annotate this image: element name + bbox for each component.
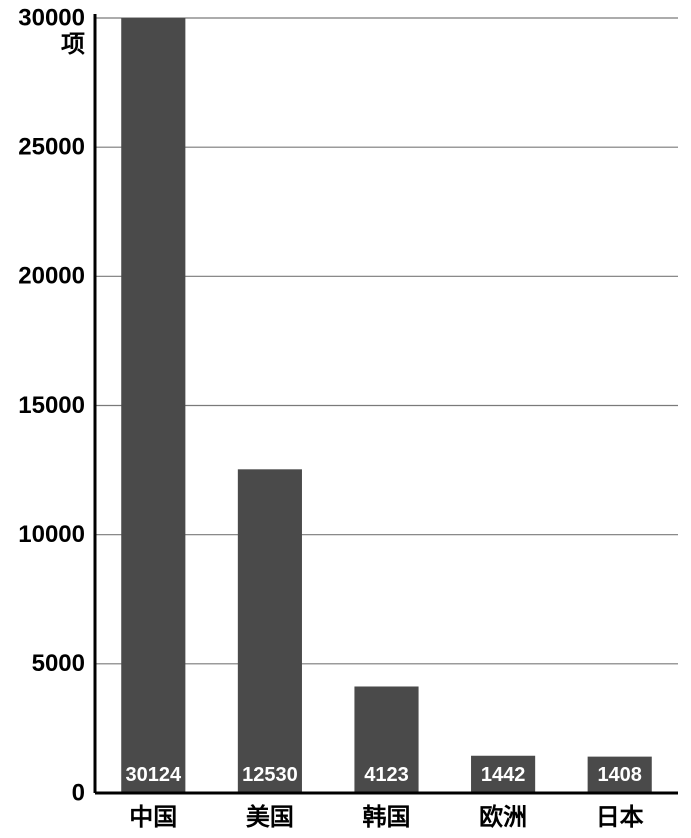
bar-chart: 0 5000 10000 15000 20000 25000 30000项 30124 中国 12…	[0, 0, 691, 838]
ytick-label: 10000	[18, 521, 85, 548]
ytick-label: 0	[72, 779, 85, 806]
ytick-label: 15000	[18, 392, 85, 419]
category-label: 日本	[596, 804, 644, 831]
category-label: 韩国	[363, 804, 411, 831]
chart-bg	[0, 0, 691, 838]
category-label: 美国	[246, 803, 294, 831]
bar-value-label: 1408	[597, 764, 642, 786]
bar-value-label: 1442	[481, 764, 526, 786]
unit-label: 项	[61, 31, 85, 58]
bar	[121, 18, 185, 793]
ytick-label: 25000	[18, 134, 85, 161]
category-label: 欧洲	[479, 803, 527, 831]
chart-svg: 0 5000 10000 15000 20000 25000 30000项 30124 中国 12…	[0, 0, 691, 838]
ytick-label: 20000	[18, 263, 85, 290]
bar-value-label: 4123	[364, 764, 409, 786]
bar-value-label: 12530	[242, 764, 298, 786]
category-label: 中国	[129, 804, 177, 831]
bar	[238, 469, 302, 793]
bar-value-label: 30124	[125, 764, 181, 786]
ytick-label: 5000	[32, 650, 85, 677]
ytick-label: 30000	[18, 4, 85, 31]
